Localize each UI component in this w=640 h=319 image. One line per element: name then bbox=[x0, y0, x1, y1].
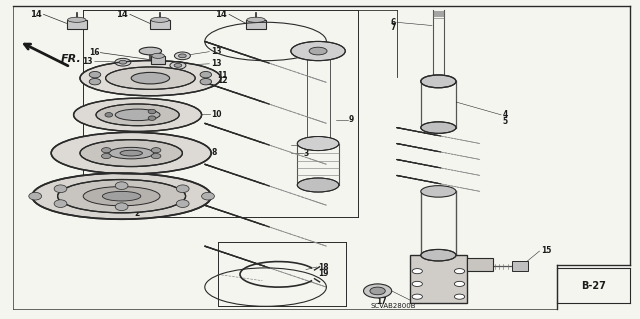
Text: 2: 2 bbox=[134, 209, 140, 218]
Ellipse shape bbox=[68, 17, 86, 22]
Ellipse shape bbox=[200, 71, 212, 78]
Bar bbox=[246, 20, 266, 29]
Ellipse shape bbox=[247, 17, 265, 22]
Text: 17: 17 bbox=[376, 297, 387, 306]
Text: B-27: B-27 bbox=[582, 280, 606, 291]
Text: 7: 7 bbox=[390, 23, 396, 32]
Text: 12: 12 bbox=[218, 76, 228, 85]
Ellipse shape bbox=[152, 53, 164, 58]
Text: 3: 3 bbox=[304, 149, 309, 158]
Ellipse shape bbox=[309, 47, 327, 55]
Ellipse shape bbox=[179, 54, 186, 58]
Ellipse shape bbox=[89, 78, 100, 85]
Circle shape bbox=[412, 269, 422, 274]
Ellipse shape bbox=[115, 182, 128, 189]
Ellipse shape bbox=[421, 249, 456, 261]
Text: 9: 9 bbox=[349, 115, 354, 124]
Text: 13: 13 bbox=[211, 59, 221, 68]
Ellipse shape bbox=[115, 109, 160, 121]
Text: 10: 10 bbox=[211, 110, 221, 119]
Ellipse shape bbox=[115, 203, 128, 211]
Text: 13: 13 bbox=[211, 47, 221, 56]
Bar bbox=[150, 20, 170, 29]
Text: 18: 18 bbox=[318, 263, 329, 271]
Text: FR.: FR. bbox=[61, 54, 81, 64]
Ellipse shape bbox=[106, 67, 195, 89]
Bar bbox=[410, 255, 467, 303]
Ellipse shape bbox=[32, 173, 211, 219]
Text: 1: 1 bbox=[304, 141, 309, 150]
Ellipse shape bbox=[80, 140, 182, 167]
Polygon shape bbox=[467, 258, 493, 271]
Ellipse shape bbox=[105, 113, 113, 117]
Ellipse shape bbox=[119, 60, 127, 64]
Ellipse shape bbox=[74, 98, 202, 131]
Ellipse shape bbox=[89, 71, 100, 78]
Text: 19: 19 bbox=[318, 269, 328, 278]
Ellipse shape bbox=[297, 178, 339, 192]
Ellipse shape bbox=[200, 78, 212, 85]
Ellipse shape bbox=[102, 153, 111, 159]
Ellipse shape bbox=[54, 185, 67, 193]
Ellipse shape bbox=[115, 58, 131, 66]
Text: 16: 16 bbox=[89, 48, 99, 57]
Circle shape bbox=[454, 269, 465, 274]
Ellipse shape bbox=[421, 122, 456, 133]
Text: 6: 6 bbox=[390, 18, 396, 27]
Bar bbox=[151, 56, 165, 64]
Ellipse shape bbox=[109, 147, 154, 159]
Ellipse shape bbox=[170, 62, 186, 69]
Ellipse shape bbox=[51, 132, 211, 174]
Ellipse shape bbox=[421, 75, 456, 88]
Ellipse shape bbox=[29, 192, 42, 200]
Ellipse shape bbox=[148, 116, 156, 120]
Ellipse shape bbox=[96, 104, 179, 126]
Bar bbox=[67, 20, 87, 29]
Text: 14: 14 bbox=[116, 10, 128, 19]
Ellipse shape bbox=[176, 200, 189, 207]
Ellipse shape bbox=[421, 186, 456, 197]
Text: 4: 4 bbox=[502, 110, 508, 119]
Ellipse shape bbox=[202, 192, 214, 200]
Ellipse shape bbox=[176, 185, 189, 193]
Ellipse shape bbox=[174, 63, 182, 67]
Circle shape bbox=[454, 281, 465, 286]
Ellipse shape bbox=[151, 148, 161, 153]
Ellipse shape bbox=[120, 150, 142, 156]
Text: 8: 8 bbox=[211, 148, 216, 157]
Ellipse shape bbox=[151, 17, 169, 22]
Ellipse shape bbox=[58, 180, 186, 213]
Circle shape bbox=[364, 284, 392, 298]
Ellipse shape bbox=[174, 52, 191, 60]
Ellipse shape bbox=[102, 191, 141, 201]
Bar bbox=[512, 261, 528, 271]
Text: 13: 13 bbox=[83, 57, 93, 66]
Text: 11: 11 bbox=[218, 71, 228, 80]
Circle shape bbox=[454, 294, 465, 299]
Ellipse shape bbox=[297, 137, 339, 151]
Ellipse shape bbox=[80, 61, 221, 96]
Ellipse shape bbox=[151, 153, 161, 159]
Text: SCVAB2800B: SCVAB2800B bbox=[371, 303, 417, 308]
Circle shape bbox=[412, 281, 422, 286]
Ellipse shape bbox=[131, 72, 170, 84]
Circle shape bbox=[370, 287, 385, 295]
Ellipse shape bbox=[148, 109, 156, 114]
Ellipse shape bbox=[54, 200, 67, 207]
Text: 5: 5 bbox=[502, 117, 508, 126]
Text: 14: 14 bbox=[216, 10, 227, 19]
Text: 15: 15 bbox=[541, 246, 551, 255]
Ellipse shape bbox=[83, 187, 160, 206]
Text: 14: 14 bbox=[30, 10, 42, 19]
Ellipse shape bbox=[140, 47, 161, 55]
Ellipse shape bbox=[291, 41, 346, 61]
Ellipse shape bbox=[102, 148, 111, 153]
Circle shape bbox=[412, 294, 422, 299]
